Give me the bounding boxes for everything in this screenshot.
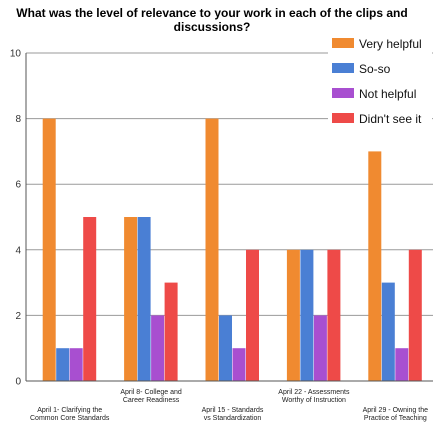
x-category-label: Practice of Teaching [364,415,427,422]
x-category-label: Career Readiness [123,397,180,404]
bar-not-helpful-1 [69,348,83,381]
x-category-label: April 29 - Owning the [363,407,428,414]
x-category-label: April 1- Clarifying the [37,407,102,414]
x-category-label: April 22 - Assessments [278,389,350,396]
bar-so-so-4 [300,249,314,381]
x-category-label: Worthy of Instruction [282,397,346,404]
legend-swatch [332,38,354,48]
bar-very-helpful-5 [368,151,382,381]
legend-label: Very helpful [359,37,422,51]
bar-not-helpful-5 [395,348,409,381]
y-tick-label: 10 [10,49,22,60]
legend-swatch [332,88,354,98]
bar-didn-t-see-it-3 [246,249,259,381]
x-category-label: April 15 - Standards [202,407,264,414]
chart-title-line-1: What was the level of relevance to your … [16,6,407,20]
legend: Very helpful So-so Not helpful Didn't see i… [328,32,432,128]
legend-label: Didn't see it [359,112,422,126]
bar-didn-t-see-it-2 [164,282,178,381]
bar-not-helpful-4 [313,315,327,381]
bar-very-helpful-1 [42,118,56,381]
x-category-label: Common Core Standards [30,415,110,422]
bar-so-so-1 [56,348,70,381]
bar-so-so-2 [137,217,151,381]
bar-very-helpful-2 [124,217,138,381]
bar-not-helpful-3 [232,348,246,381]
y-tick-label: 4 [15,245,21,256]
bar-didn-t-see-it-5 [408,249,422,381]
legend-label: So-so [359,62,391,76]
y-tick-label: 2 [15,311,21,322]
bar-didn-t-see-it-1 [83,217,97,381]
legend-label: Not helpful [359,87,416,101]
y-tick-label: 0 [15,377,21,388]
legend-swatch [332,63,354,73]
y-tick-label: 8 [15,114,21,125]
chart-title-line-2: discussions? [174,20,251,34]
bar-not-helpful-2 [151,315,165,381]
bar-very-helpful-4 [286,249,300,381]
y-tick-label: 6 [15,180,21,191]
legend-swatch [332,113,354,123]
bar-didn-t-see-it-4 [327,249,341,381]
bar-so-so-5 [381,282,395,381]
x-category-label: vs Standardization [204,415,262,422]
bar-very-helpful-3 [205,118,219,381]
x-category-label: April 8- College and [120,389,182,396]
bars [42,118,422,381]
bar-so-so-3 [219,315,232,381]
